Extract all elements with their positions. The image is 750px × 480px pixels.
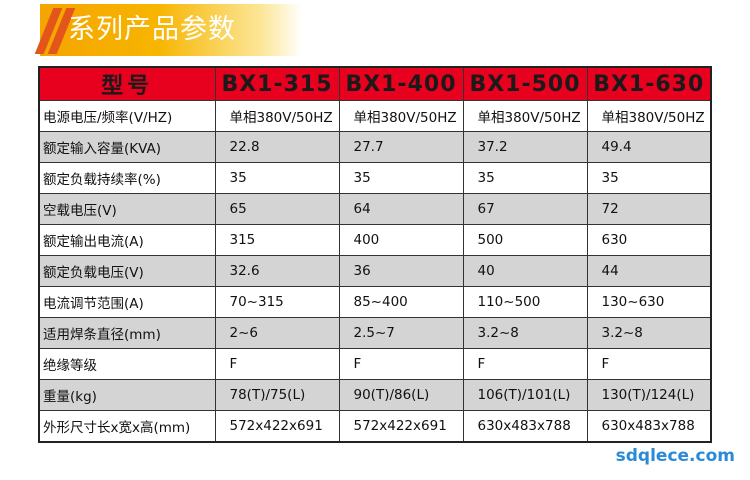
row-label: 空载电压(V) xyxy=(38,193,216,225)
header-bx1-500: BX1-500 xyxy=(462,66,588,101)
table-cell: 单相380V/50HZ xyxy=(338,100,464,132)
table-cell: 315 xyxy=(214,224,340,256)
table-cell: 500 xyxy=(462,224,588,256)
row-label: 额定输入容量(KVA) xyxy=(38,131,216,163)
table-body: 电源电压/频率(V/HZ) 单相380V/50HZ 单相380V/50HZ 单相380… xyxy=(38,100,712,443)
table-cell: 130~630 xyxy=(586,286,712,318)
table-cell: 单相380V/50HZ xyxy=(462,100,588,132)
table-cell: 36 xyxy=(338,255,464,287)
header-bx1-400: BX1-400 xyxy=(338,66,464,101)
table-cell: 630x483x788 xyxy=(462,410,588,443)
row-label: 外形尺寸长x宽x高(mm) xyxy=(38,410,216,443)
row-label: 重量(kg) xyxy=(38,379,216,411)
table-cell: 44 xyxy=(586,255,712,287)
page-title: 系列产品参数 xyxy=(68,14,236,45)
table-cell: 572x422x691 xyxy=(214,410,340,443)
table-cell: 630x483x788 xyxy=(586,410,712,443)
table-cell: 35 xyxy=(214,162,340,194)
row-label: 电源电压/频率(V/HZ) xyxy=(38,100,216,132)
header-bx1-630: BX1-630 xyxy=(586,66,712,101)
table-cell: 2~6 xyxy=(214,317,340,349)
row-label: 额定负载电压(V) xyxy=(38,255,216,287)
table-row: 额定负载电压(V) 32.6 36 40 44 xyxy=(38,255,712,287)
table-cell: 72 xyxy=(586,193,712,225)
table-cell: 3.2~8 xyxy=(462,317,588,349)
table-row: 额定输出电流(A) 315 400 500 630 xyxy=(38,224,712,256)
table-cell: 40 xyxy=(462,255,588,287)
table-cell: 572x422x691 xyxy=(338,410,464,443)
row-label: 额定输出电流(A) xyxy=(38,224,216,256)
table-cell: 64 xyxy=(338,193,464,225)
table-cell: 单相380V/50HZ xyxy=(586,100,712,132)
table-cell: 32.6 xyxy=(214,255,340,287)
table-cell: 37.2 xyxy=(462,131,588,163)
table-cell: 35 xyxy=(462,162,588,194)
table-cell: 27.7 xyxy=(338,131,464,163)
table-row: 重量(kg) 78(T)/75(L) 90(T)/86(L) 106(T)/101(L… xyxy=(38,379,712,411)
header-model: 型号 xyxy=(38,66,216,101)
table-cell: 3.2~8 xyxy=(586,317,712,349)
table-cell: 78(T)/75(L) xyxy=(214,379,340,411)
row-label: 绝缘等级 xyxy=(38,348,216,380)
table-row: 电源电压/频率(V/HZ) 单相380V/50HZ 单相380V/50HZ 单相380… xyxy=(38,100,712,132)
table-cell: 65 xyxy=(214,193,340,225)
table-cell: 22.8 xyxy=(214,131,340,163)
watermark: sdqlece.com xyxy=(612,446,738,466)
row-label: 电流调节范围(A) xyxy=(38,286,216,318)
table-row: 额定负载持续率(%) 35 35 35 35 xyxy=(38,162,712,194)
table-cell: 90(T)/86(L) xyxy=(338,379,464,411)
table-cell: F xyxy=(214,348,340,380)
table-cell: F xyxy=(338,348,464,380)
row-label: 适用焊条直径(mm) xyxy=(38,317,216,349)
table-cell: 35 xyxy=(586,162,712,194)
spec-table: 型号 BX1-315 BX1-400 BX1-500 BX1-630 电源电压/… xyxy=(38,66,712,443)
table-cell: 2.5~7 xyxy=(338,317,464,349)
table-cell: 106(T)/101(L) xyxy=(462,379,588,411)
table-cell: 630 xyxy=(586,224,712,256)
table-cell: 130(T)/124(L) xyxy=(586,379,712,411)
table-header-row: 型号 BX1-315 BX1-400 BX1-500 BX1-630 xyxy=(38,66,712,101)
table-row: 电流调节范围(A) 70~315 85~400 110~500 130~630 xyxy=(38,286,712,318)
header-bx1-315: BX1-315 xyxy=(214,66,340,101)
table-row: 额定输入容量(KVA) 22.8 27.7 37.2 49.4 xyxy=(38,131,712,163)
table-cell: 单相380V/50HZ xyxy=(214,100,340,132)
table-row: 绝缘等级 F F F F xyxy=(38,348,712,380)
table-row: 适用焊条直径(mm) 2~6 2.5~7 3.2~8 3.2~8 xyxy=(38,317,712,349)
table-cell: 49.4 xyxy=(586,131,712,163)
table-cell: 35 xyxy=(338,162,464,194)
table-cell: 400 xyxy=(338,224,464,256)
header-banner xyxy=(40,4,302,56)
table-cell: 70~315 xyxy=(214,286,340,318)
table-cell: 85~400 xyxy=(338,286,464,318)
table-row: 空载电压(V) 65 64 67 72 xyxy=(38,193,712,225)
table-cell: F xyxy=(586,348,712,380)
row-label: 额定负载持续率(%) xyxy=(38,162,216,194)
table-cell: 67 xyxy=(462,193,588,225)
table-row: 外形尺寸长x宽x高(mm) 572x422x691 572x422x691 630x4… xyxy=(38,410,712,443)
table-cell: 110~500 xyxy=(462,286,588,318)
table-cell: F xyxy=(462,348,588,380)
